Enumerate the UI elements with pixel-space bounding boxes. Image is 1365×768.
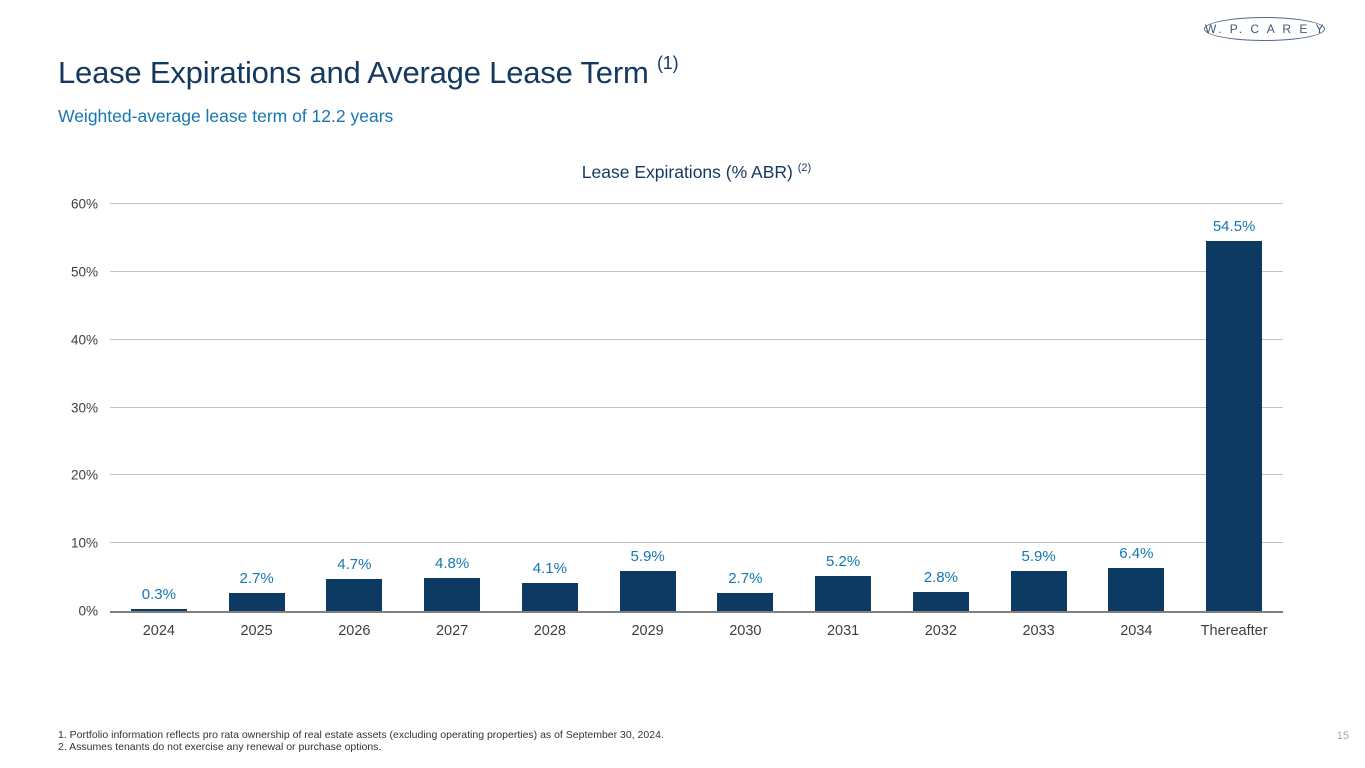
- chart-title: Lease Expirations (% ABR) (2): [110, 162, 1283, 183]
- y-axis-tick-10: 10%: [70, 535, 98, 551]
- bar-column-2033: 5.9% 2033: [990, 204, 1088, 639]
- y-axis-tick-40: 40%: [70, 332, 98, 348]
- page-title: Lease Expirations and Average Lease Term…: [58, 53, 679, 91]
- bar-column-2026: 4.7% 2026: [306, 204, 404, 639]
- bar-2030: [717, 592, 774, 611]
- wp-carey-logo-text: W. P. C A R E Y: [1204, 22, 1327, 36]
- footnote-2: 2. Assumes tenants do not exercise any r…: [58, 741, 382, 753]
- bar-2031: [815, 575, 872, 611]
- x-axis-tick-2029: 2029: [631, 623, 664, 639]
- bar-chart-plot-area: 0% 10% 20% 30% 40% 50% 60% 0.3% 2024 2.7% 2025 4.7%…: [71, 197, 1283, 639]
- bar-column-2025: 2.7% 2025: [208, 204, 306, 639]
- bar-column-2024: 0.3% 2024: [110, 204, 208, 639]
- bar-2033: [1010, 570, 1067, 611]
- bar-2026: [326, 579, 383, 611]
- gridline-40: [110, 338, 1283, 340]
- y-axis-tick-50: 50%: [70, 264, 98, 280]
- chart-title-text: Lease Expirations (% ABR): [581, 162, 793, 182]
- bar-column-2029: 5.9% 2029: [599, 204, 697, 639]
- gridline-30: [110, 406, 1283, 408]
- value-label-2025: 2.7%: [239, 569, 274, 587]
- footnote-marker-2: (2): [797, 162, 812, 174]
- value-label-2032: 2.8%: [923, 569, 958, 587]
- value-label-2033: 5.9%: [1021, 547, 1056, 565]
- bar-column-2028: 4.1% 2028: [501, 204, 599, 639]
- y-axis-tick-0: 0%: [78, 603, 98, 619]
- bar-2024: [130, 608, 187, 611]
- value-label-2024: 0.3%: [141, 585, 176, 603]
- wp-carey-logo: W. P. C A R E Y: [1204, 17, 1325, 41]
- x-axis-tick-2026: 2026: [338, 623, 371, 639]
- page-title-text: Lease Expirations and Average Lease Term: [58, 55, 649, 90]
- value-label-2028: 4.1%: [532, 560, 567, 578]
- x-axis-tick-thereafter: Thereafter: [1200, 623, 1268, 639]
- y-axis-tick-30: 30%: [70, 400, 98, 415]
- value-label-2031: 5.2%: [826, 552, 861, 570]
- x-axis-tick-2024: 2024: [142, 623, 175, 639]
- x-axis-tick-2027: 2027: [435, 623, 469, 639]
- value-label-2030: 2.7%: [728, 569, 763, 587]
- bar-2027: [424, 578, 481, 611]
- bar-column-2032: 2.8% 2032: [892, 204, 990, 639]
- gridline-60: [110, 203, 1283, 204]
- x-axis-tick-2032: 2032: [924, 623, 957, 639]
- bar-2025: [228, 592, 285, 611]
- value-label-2034: 6.4%: [1119, 544, 1154, 562]
- page-number: 15: [1336, 730, 1349, 742]
- gridline-10: [110, 542, 1283, 544]
- bar-column-2030: 2.7% 2030: [697, 204, 795, 639]
- value-label-2027: 4.8%: [435, 555, 470, 573]
- bar-column-2031: 5.2% 2031: [794, 204, 892, 639]
- value-label-2029: 5.9%: [630, 547, 665, 565]
- bar-2032: [912, 592, 969, 611]
- footnote-1: 1. Portfolio information reflects pro ra…: [58, 729, 664, 741]
- footnote-marker-1: (1): [657, 53, 679, 73]
- x-axis-tick-2030: 2030: [729, 623, 762, 639]
- y-axis-tick-20: 20%: [70, 467, 98, 483]
- x-axis-tick-2028: 2028: [533, 623, 566, 639]
- bar-2028: [521, 583, 578, 611]
- gridline-20: [110, 474, 1283, 476]
- bar-column-2034: 6.4% 2034: [1088, 204, 1186, 639]
- x-axis-tick-2034: 2034: [1120, 623, 1153, 639]
- x-axis-tick-2025: 2025: [240, 623, 273, 639]
- bar-column-thereafter: 54.5% Thereafter: [1185, 204, 1283, 639]
- value-label-thereafter: 54.5%: [1212, 218, 1256, 236]
- bar-2029: [619, 570, 676, 611]
- y-axis-tick-60: 60%: [70, 196, 98, 212]
- bar-2034: [1108, 567, 1165, 611]
- bars-container: 0.3% 2024 2.7% 2025 4.7% 2026 4.8% 2027 4.1% 2028…: [110, 204, 1283, 639]
- page-subtitle: Weighted-average lease term of 12.2 year…: [58, 106, 394, 126]
- x-axis-tick-2033: 2033: [1022, 623, 1055, 639]
- footnotes: 1. Portfolio information reflects pro ra…: [58, 729, 664, 753]
- bar-thereafter: [1206, 241, 1263, 611]
- gridline-50: [110, 270, 1283, 272]
- bar-column-2027: 4.8% 2027: [403, 204, 501, 639]
- x-axis-tick-2031: 2031: [826, 623, 860, 639]
- value-label-2026: 4.7%: [337, 556, 372, 574]
